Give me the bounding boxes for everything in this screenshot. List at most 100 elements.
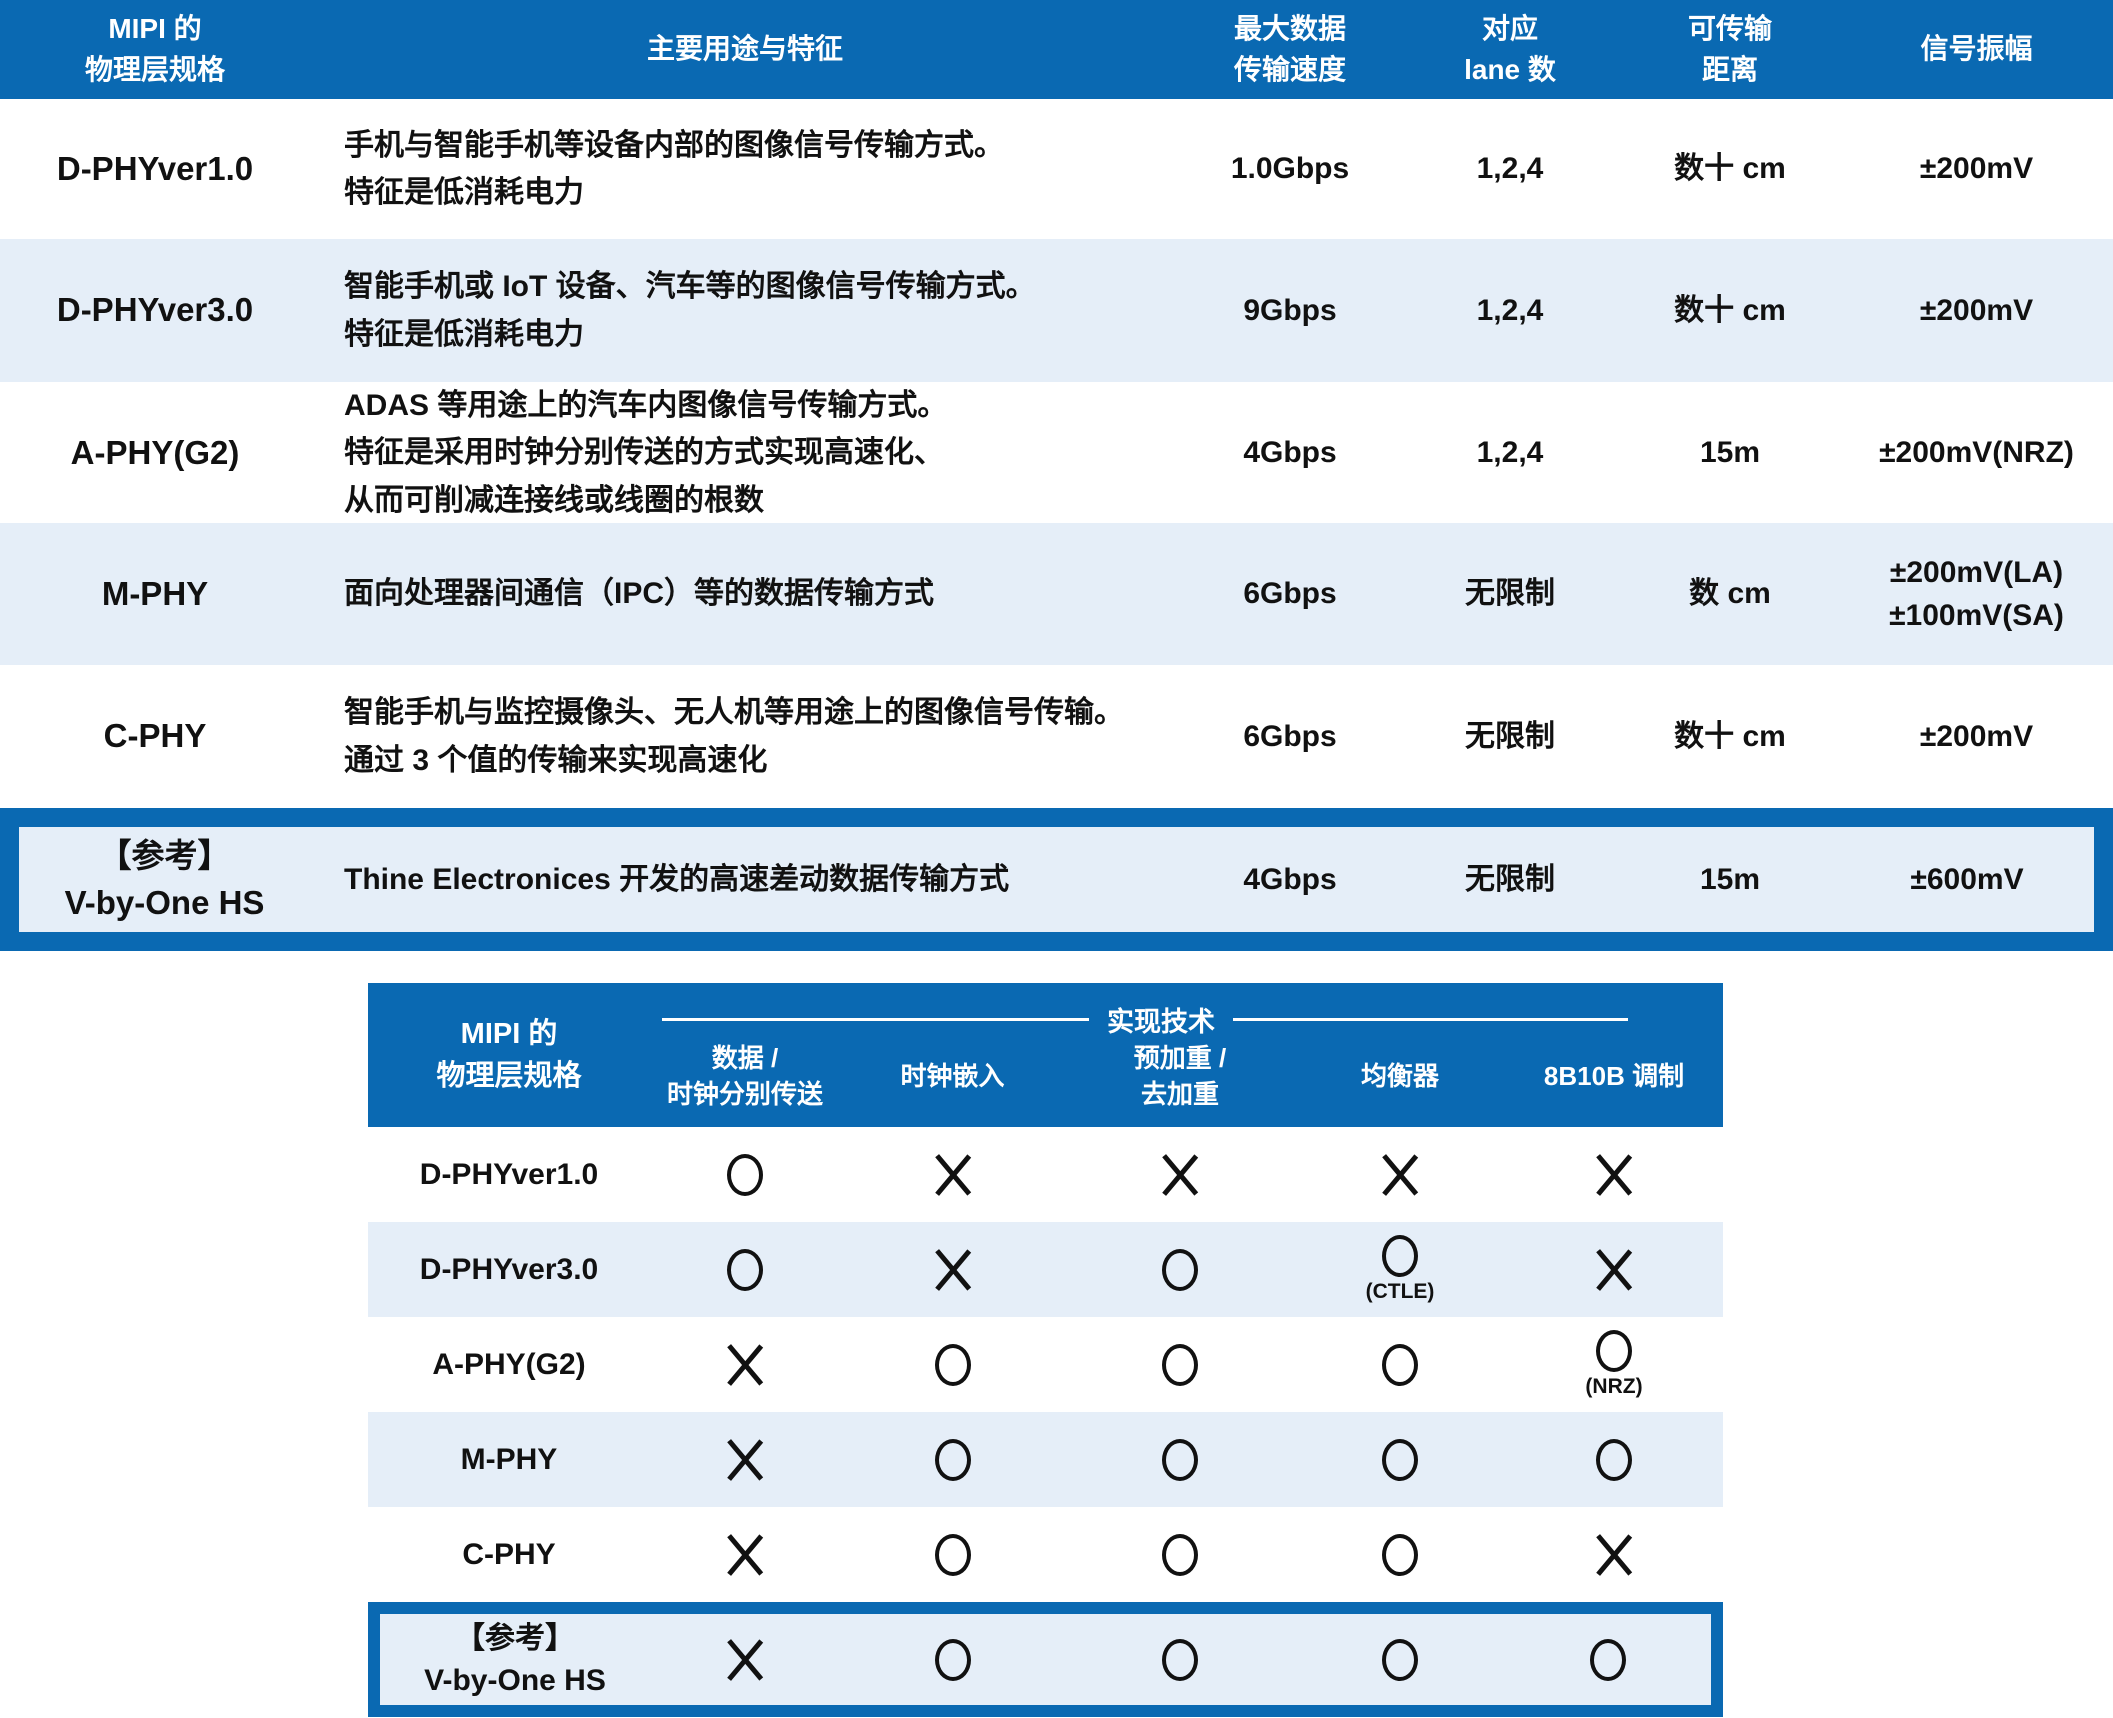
support-mark [1597,1156,1631,1194]
support-mark [1382,1438,1418,1481]
support-mark [728,1641,762,1679]
spec-description: 手机与智能手机等设备内部的图像信号传输方式。 特征是低消耗电力 [344,128,1004,209]
distance-value: 15m [1699,436,1761,470]
mark-cell [1065,1343,1295,1386]
spec-name: C-PHY [103,717,207,755]
lane-count-value: 无限制 [1465,719,1555,753]
mark-cell [1295,1438,1505,1481]
support-mark [1382,1533,1418,1576]
header-equalizer: 均衡器 [1360,1060,1439,1091]
header-distance: 可传输 距离 [1687,12,1772,85]
support-mark [934,1343,971,1386]
tech-row-mphy: M-PHY [368,1412,1723,1507]
mark-note: (NRZ) [1585,1374,1643,1398]
table-row-cphy: C-PHY 智能手机与监控摄像头、无人机等用途上的图像信号传输。 通过 3 个值… [0,665,2113,808]
header-main-use: 主要用途与特征 [646,33,843,65]
spec-name: M-PHY [460,1442,558,1476]
support-mark [728,1536,762,1574]
support-mark [936,1251,970,1289]
spec-name: M-PHY [101,574,209,612]
support-mark [1597,1536,1631,1574]
spec-description: Thine Electronices 开发的高速差动数据传输方式 [344,862,1010,896]
spec-name: 【参考】 V-by-One HS [64,837,265,921]
vbyone-highlight-box: 【参考】 V-by-One HS Thine Electronices 开发的高… [0,808,2113,951]
spec-name: C-PHY [462,1537,556,1571]
mark-cell [650,1153,840,1196]
support-mark [728,1441,762,1479]
amplitude-value: ±200mV [1919,719,2034,753]
mark-cell [650,1641,840,1679]
mark-cell [840,1438,1065,1481]
support-mark [1590,1638,1626,1681]
amplitude-value: ±200mV(LA) ±100mV(SA) [1889,555,2064,633]
spec-name: D-PHYver1.0 [419,1157,599,1191]
support-mark [1382,1234,1418,1277]
header-amplitude: 信号振幅 [1920,33,2033,65]
support-mark [1162,1533,1198,1576]
mark-cell [840,1343,1065,1386]
spec-name: A-PHY(G2) [70,433,240,471]
mark-cell [1065,1638,1295,1681]
mark-cell [650,1346,840,1384]
support-mark [1162,1638,1198,1681]
support-mark [1162,1438,1198,1481]
mark-cell [1065,1248,1295,1291]
lane-count-value: 无限制 [1465,577,1555,611]
distance-value: 数 cm [1689,577,1771,611]
header-preemphasis: 预加重 / 去加重 [1133,1042,1227,1109]
divider-line [662,1017,1089,1021]
mark-cell: (CTLE) [1295,1234,1505,1304]
support-mark [1162,1343,1198,1386]
table-row-aphy: A-PHY(G2) ADAS 等用途上的汽车内图像信号传输方式。 特征是采用时钟… [0,382,2113,523]
mark-cell [1505,1251,1723,1289]
max-speed-value: 9Gbps [1243,293,1337,327]
support-mark [1596,1438,1632,1481]
support-mark [727,1248,763,1291]
support-mark [934,1533,971,1576]
support-mark [1383,1156,1417,1194]
distance-value: 数十 cm [1674,293,1786,327]
spec-name: D-PHYver3.0 [56,291,254,329]
support-mark [728,1346,762,1384]
max-speed-value: 4Gbps [1243,436,1337,470]
spec-description: 智能手机或 IoT 设备、汽车等的图像信号传输方式。 特征是低消耗电力 [344,270,1036,351]
spec-description: 面向处理器间通信（IPC）等的数据传输方式 [344,577,935,611]
mark-cell [1505,1638,1711,1681]
spec-comparison-table: MIPI 的 物理层规格 主要用途与特征 最大数据 传输速度 对应 lane 数… [0,0,2113,951]
tech-group-row: 实现技术 [650,999,1723,1039]
mark-cell: (NRZ) [1505,1329,1723,1399]
tech-header-group: 实现技术 数据 / 时钟分别传送 时钟嵌入 预加重 / 去加重 均衡器 8B10… [650,983,1723,1127]
tech-row-vbyone: 【参考】 V-by-One HS [380,1614,1711,1705]
mark-cell [1065,1533,1295,1576]
mark-cell [840,1156,1065,1194]
spec-name: 【参考】 V-by-One HS [424,1621,606,1697]
tech-group-label: 实现技术 [1107,1006,1215,1037]
tech-row-cphy: C-PHY [368,1507,1723,1602]
tech-table-header: MIPI 的 物理层规格 实现技术 数据 / 时钟分别传送 时钟嵌入 预加重 /… [368,983,1723,1127]
mark-cell [1505,1156,1723,1194]
lane-count-value: 1,2,4 [1476,152,1544,186]
mark-cell [840,1638,1065,1681]
implementation-tech-table: MIPI 的 物理层规格 实现技术 数据 / 时钟分别传送 时钟嵌入 预加重 /… [368,983,1723,1717]
max-speed-value: 6Gbps [1243,719,1337,753]
amplitude-value: ±200mV [1919,293,2034,327]
header-lane-count: 对应 lane 数 [1464,12,1556,85]
distance-value: 15m [1699,862,1761,896]
header-phy-spec: MIPI 的 物理层规格 [84,12,225,85]
support-mark [1162,1248,1198,1291]
spec-name: A-PHY(G2) [432,1347,586,1381]
divider-line [1233,1017,1628,1021]
mark-cell [1065,1156,1295,1194]
support-mark [934,1438,971,1481]
spec-table-header-row: MIPI 的 物理层规格 主要用途与特征 最大数据 传输速度 对应 lane 数… [0,0,2113,99]
support-mark [934,1638,971,1681]
spec-name: D-PHYver3.0 [419,1252,599,1286]
mark-cell [650,1536,840,1574]
table-row-mphy: M-PHY 面向处理器间通信（IPC）等的数据传输方式 6Gbps 无限制 数 … [0,523,2113,665]
spec-name: D-PHYver1.0 [56,149,254,187]
mark-cell [650,1248,840,1291]
support-mark [1596,1329,1632,1372]
amplitude-value: ±200mV(NRZ) [1879,436,2074,470]
mark-cell [1065,1438,1295,1481]
lane-count-value: 1,2,4 [1476,293,1544,327]
